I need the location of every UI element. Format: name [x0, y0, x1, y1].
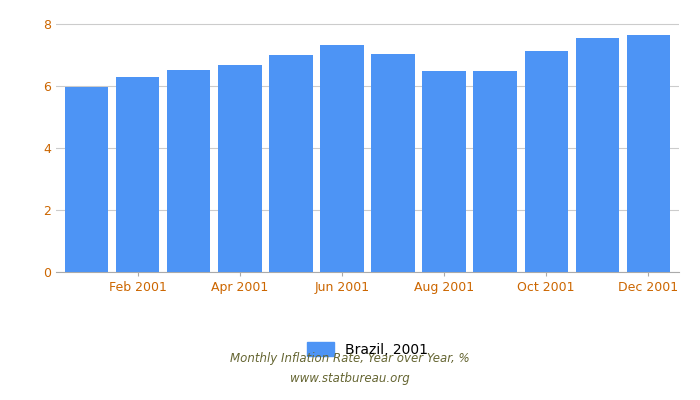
Bar	[422, 72, 466, 272]
Bar	[575, 38, 619, 272]
Bar	[473, 71, 517, 272]
Bar	[270, 55, 313, 272]
Bar	[371, 54, 414, 272]
Bar	[626, 34, 670, 272]
Bar	[65, 87, 108, 272]
Text: www.statbureau.org: www.statbureau.org	[290, 372, 410, 385]
Bar	[321, 44, 364, 272]
Bar	[167, 70, 211, 272]
Bar	[116, 77, 160, 272]
Bar	[524, 51, 568, 272]
Text: Monthly Inflation Rate, Year over Year, %: Monthly Inflation Rate, Year over Year, …	[230, 352, 470, 365]
Bar	[218, 65, 262, 272]
Legend: Brazil, 2001: Brazil, 2001	[301, 336, 434, 362]
